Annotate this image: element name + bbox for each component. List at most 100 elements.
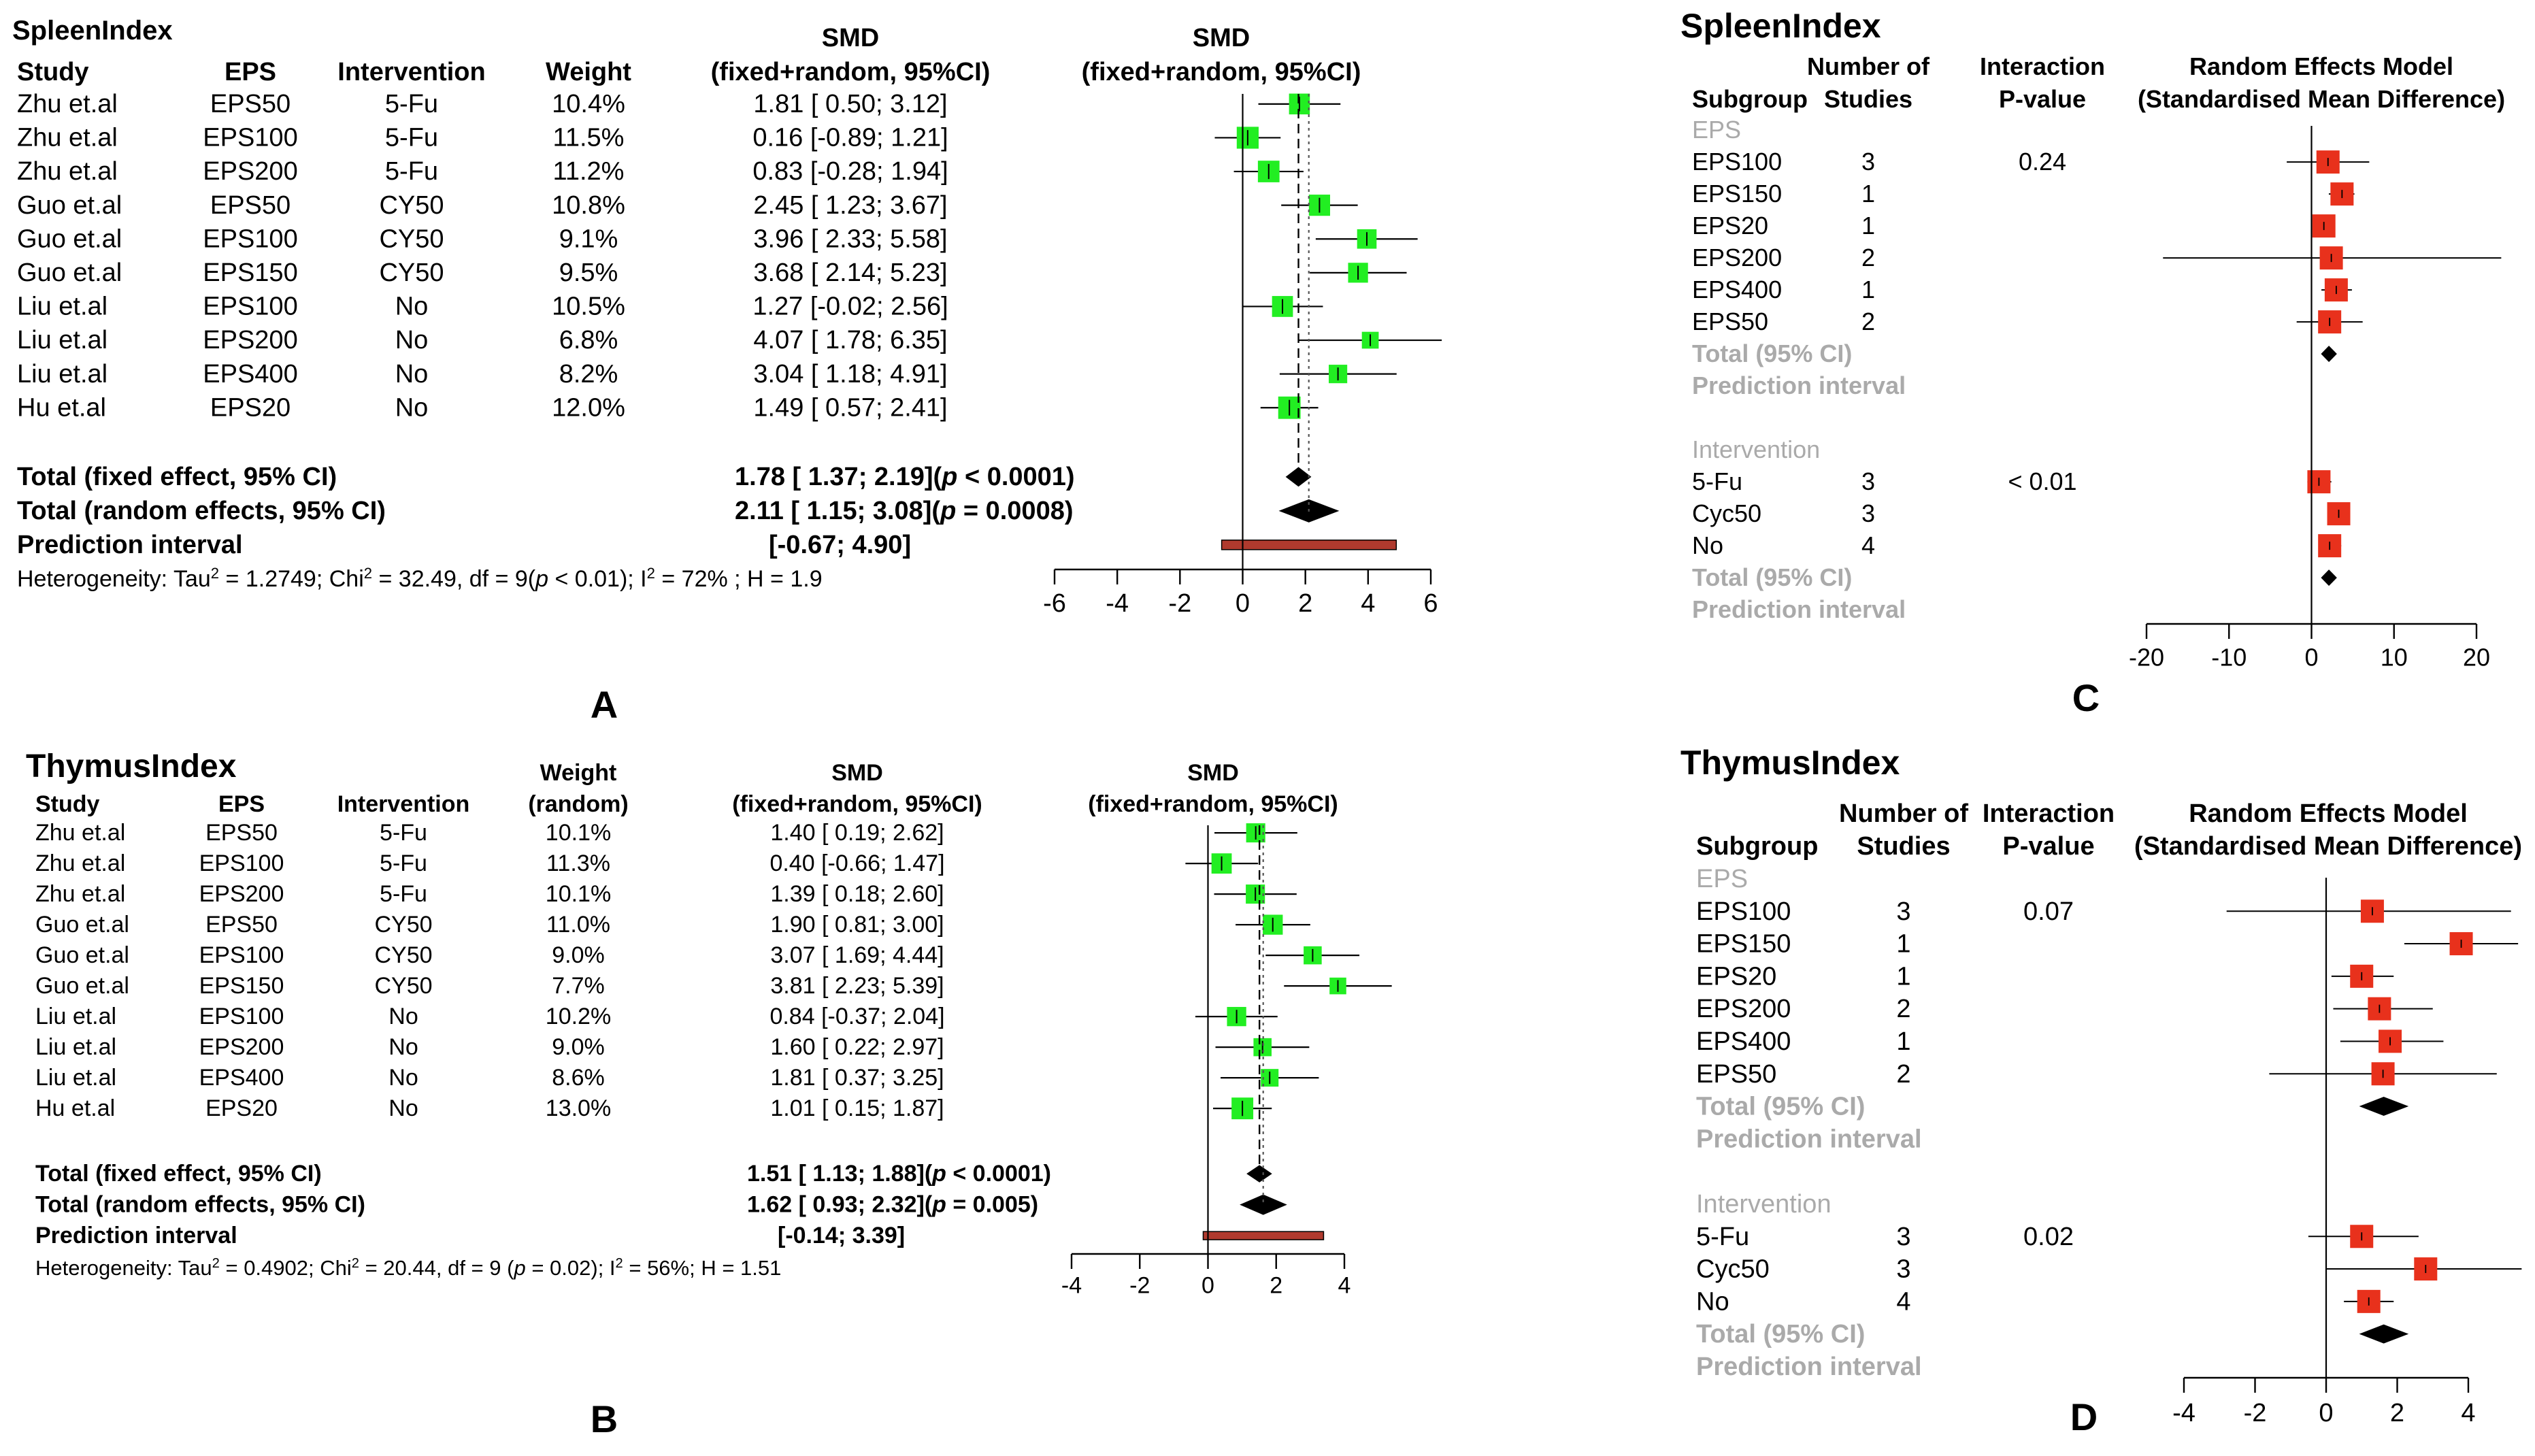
x-tick-label: 4 bbox=[1338, 1273, 1351, 1299]
column-header-smd-ci: (fixed+random, 95%CI) bbox=[732, 791, 982, 817]
study-weight: 13.0% bbox=[546, 1095, 611, 1121]
study-name: Liu et.al bbox=[17, 360, 107, 388]
subgroup-study-count: 1 bbox=[1896, 962, 1910, 991]
prediction-interval-bar bbox=[1202, 1231, 1325, 1240]
column-header-interaction: P-value bbox=[1999, 85, 2086, 113]
study-intervention: CY50 bbox=[374, 973, 432, 999]
subgroup-item: EPS150 bbox=[1696, 930, 1791, 959]
panel-title: ThymusIndex bbox=[1680, 744, 1900, 782]
column-header-study: Study bbox=[17, 58, 89, 86]
subgroup-study-count: 3 bbox=[1896, 897, 1910, 926]
study-name: Zhu et.al bbox=[35, 881, 125, 907]
x-tick-label: -10 bbox=[2211, 644, 2247, 672]
subgroup-total-label: Total (95% CI) bbox=[1696, 1320, 1865, 1349]
subgroup-item: 5-Fu bbox=[1692, 467, 1742, 495]
study-weight: 10.5% bbox=[552, 293, 625, 321]
column-header-intervention: Intervention bbox=[337, 791, 470, 817]
heterogeneity-text: Heterogeneity: Tau2 = 1.2749; Chi2 = 32.… bbox=[17, 565, 823, 593]
study-ci: 3.68 [ 2.14; 5.23] bbox=[753, 259, 947, 287]
subgroup-item: No bbox=[1696, 1287, 1729, 1316]
study-eps: EPS150 bbox=[203, 259, 297, 287]
study-intervention: No bbox=[388, 1065, 418, 1091]
subgroup-item: Cyc50 bbox=[1696, 1255, 1770, 1284]
subgroup-item: EPS50 bbox=[1696, 1060, 1776, 1089]
study-weight: 10.4% bbox=[552, 90, 625, 118]
x-tick-label: 4 bbox=[2461, 1399, 2475, 1427]
x-tick-label: -20 bbox=[2129, 644, 2164, 672]
subgroup-prediction-label: Prediction interval bbox=[1696, 1125, 1922, 1153]
total-ci: 1.78 [ 1.37; 2.19](p < 0.0001) bbox=[735, 463, 1075, 491]
study-name: Zhu et.al bbox=[17, 124, 118, 152]
study-intervention: CY50 bbox=[379, 259, 444, 287]
study-weight: 9.0% bbox=[552, 942, 605, 968]
study-ci: 3.04 [ 1.18; 4.91] bbox=[753, 360, 947, 388]
column-header-model: (Standardised Mean Difference) bbox=[2138, 85, 2505, 113]
study-weight: 9.1% bbox=[559, 225, 618, 253]
total-ci: 2.11 [ 1.15; 3.08](p = 0.0008) bbox=[735, 497, 1073, 525]
study-weight: 11.2% bbox=[553, 157, 625, 186]
panel-d bbox=[2183, 878, 2522, 1393]
study-name: Liu et.al bbox=[17, 326, 107, 354]
subgroup-prediction-label: Prediction interval bbox=[1692, 595, 1906, 623]
study-ci: 0.84 [-0.37; 2.04] bbox=[769, 1004, 944, 1029]
study-weight: 10.1% bbox=[546, 881, 611, 907]
study-ci: 1.27 [-0.02; 2.56] bbox=[752, 293, 948, 321]
study-intervention: CY50 bbox=[374, 942, 432, 968]
study-eps: EPS400 bbox=[199, 1065, 284, 1091]
subgroup-heading: EPS bbox=[1692, 116, 1741, 144]
subgroup-heading: EPS bbox=[1696, 865, 1748, 893]
study-ci: 1.01 [ 0.15; 1.87] bbox=[770, 1095, 944, 1121]
study-eps: EPS100 bbox=[199, 1004, 284, 1029]
subgroup-study-count: 2 bbox=[1861, 244, 1875, 271]
study-weight: 10.2% bbox=[546, 1004, 611, 1029]
panel-label: A bbox=[591, 683, 618, 726]
subgroup-heading: Intervention bbox=[1692, 435, 1820, 463]
subgroup-study-count: 4 bbox=[1896, 1287, 1910, 1316]
study-eps: EPS50 bbox=[210, 191, 291, 220]
subgroup-prediction-label: Prediction interval bbox=[1696, 1353, 1922, 1381]
study-intervention: CY50 bbox=[374, 912, 432, 938]
study-ci: 3.81 [ 2.23; 5.39] bbox=[770, 973, 944, 999]
x-tick-label: -4 bbox=[1061, 1273, 1082, 1299]
x-tick-label: 2 bbox=[1270, 1273, 1282, 1299]
study-eps: EPS50 bbox=[205, 820, 278, 846]
column-header-smd: SMD bbox=[822, 24, 879, 52]
subgroup-study-count: 3 bbox=[1861, 148, 1875, 176]
subgroup-total-label: Total (95% CI) bbox=[1692, 563, 1852, 591]
subgroup-study-count: 1 bbox=[1861, 180, 1875, 208]
panel-title: SpleenIndex bbox=[1680, 7, 1881, 45]
study-weight: 11.3% bbox=[546, 850, 610, 876]
study-ci: 4.07 [ 1.78; 6.35] bbox=[753, 326, 947, 354]
x-tick-label: -2 bbox=[2244, 1399, 2267, 1427]
prediction-interval-bar bbox=[1221, 540, 1397, 550]
x-tick-label: -6 bbox=[1043, 589, 1066, 618]
x-tick-label: -2 bbox=[1129, 1273, 1150, 1299]
study-weight: 11.0% bbox=[546, 912, 610, 938]
column-header-studies: Studies bbox=[1857, 832, 1950, 861]
prediction-ci: [-0.14; 3.39] bbox=[778, 1223, 905, 1248]
subgroup-total-label: Total (95% CI) bbox=[1696, 1093, 1865, 1121]
study-eps: EPS100 bbox=[199, 850, 284, 876]
study-intervention: No bbox=[395, 293, 429, 321]
study-name: Guo et.al bbox=[17, 259, 122, 287]
study-name: Hu et.al bbox=[17, 393, 106, 422]
study-ci: 1.81 [ 0.37; 3.25] bbox=[770, 1065, 944, 1091]
column-header-interaction: Interaction bbox=[1983, 799, 2115, 828]
study-name: Guo et.al bbox=[17, 225, 122, 253]
total-label: Total (fixed effect, 95% CI) bbox=[17, 463, 337, 491]
study-ci: 0.16 [-0.89; 1.21] bbox=[752, 124, 948, 152]
study-intervention: CY50 bbox=[379, 191, 444, 220]
study-eps: EPS200 bbox=[203, 157, 297, 186]
study-name: Liu et.al bbox=[35, 1034, 116, 1060]
column-header-eps: EPS bbox=[225, 58, 276, 86]
study-intervention: 5-Fu bbox=[380, 850, 427, 876]
study-eps: EPS200 bbox=[203, 326, 297, 354]
study-intervention: 5-Fu bbox=[385, 90, 438, 118]
study-weight: 12.0% bbox=[552, 393, 625, 422]
total-label: Total (fixed effect, 95% CI) bbox=[35, 1161, 322, 1187]
subgroup-item: EPS200 bbox=[1692, 244, 1782, 271]
study-name: Guo et.al bbox=[35, 912, 129, 938]
study-eps: EPS150 bbox=[199, 973, 284, 999]
panel-c bbox=[2145, 126, 2502, 639]
subgroup-total-diamond bbox=[2321, 346, 2337, 363]
